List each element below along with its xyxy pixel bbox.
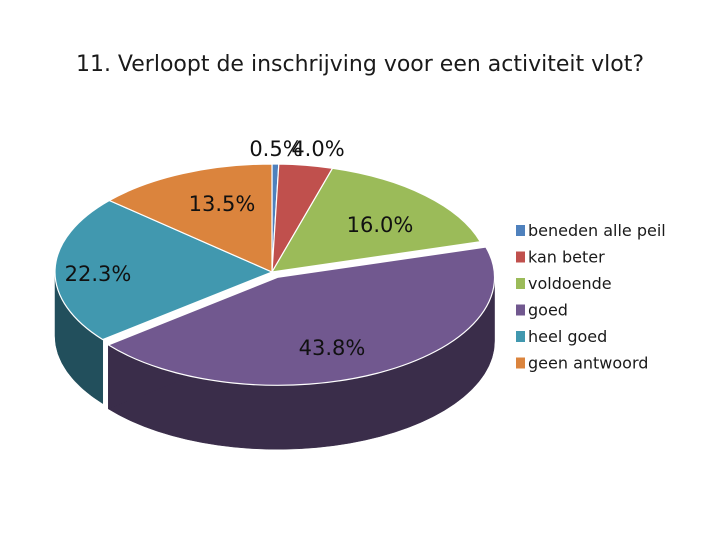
legend-swatch-voldoende <box>516 278 525 289</box>
data-label-heel-goed: 22.3% <box>65 262 132 286</box>
slice-voldoende <box>271 167 481 273</box>
data-label-goed: 43.8% <box>299 336 366 360</box>
data-label-beneden-alle-peil: 0.5% <box>249 137 302 161</box>
chart-title: 11. Verloopt de inschrijving voor een ac… <box>75 52 645 77</box>
legend: beneden alle peil kan beter voldoende goed h… <box>516 221 666 373</box>
data-label-voldoende: 16.0% <box>347 213 414 237</box>
legend-swatch-beneden-alle-peil <box>516 225 525 236</box>
legend-label-heel-goed: heel goed <box>528 327 607 346</box>
slice-geen-antwoord <box>108 163 273 273</box>
slice-goed <box>107 246 496 386</box>
legend-label-voldoende: voldoende <box>528 274 612 293</box>
legend-label-beneden-alle-peil: beneden alle peil <box>528 221 666 240</box>
slice-heel-goed <box>54 199 273 341</box>
legend-swatch-kan-beter <box>516 251 525 263</box>
legend-swatch-goed <box>516 304 525 316</box>
legend-swatch-heel-goed <box>516 331 525 342</box>
legend-label-kan-beter: kan beter <box>528 248 605 267</box>
legend-label-goed: goed <box>528 301 568 320</box>
data-label-geen-antwoord: 13.5% <box>189 192 256 216</box>
legend-label-geen-antwoord: geen antwoord <box>528 354 648 373</box>
data-label-kan-beter: 4.0% <box>291 137 344 161</box>
legend-swatch-geen-antwoord <box>516 357 525 369</box>
